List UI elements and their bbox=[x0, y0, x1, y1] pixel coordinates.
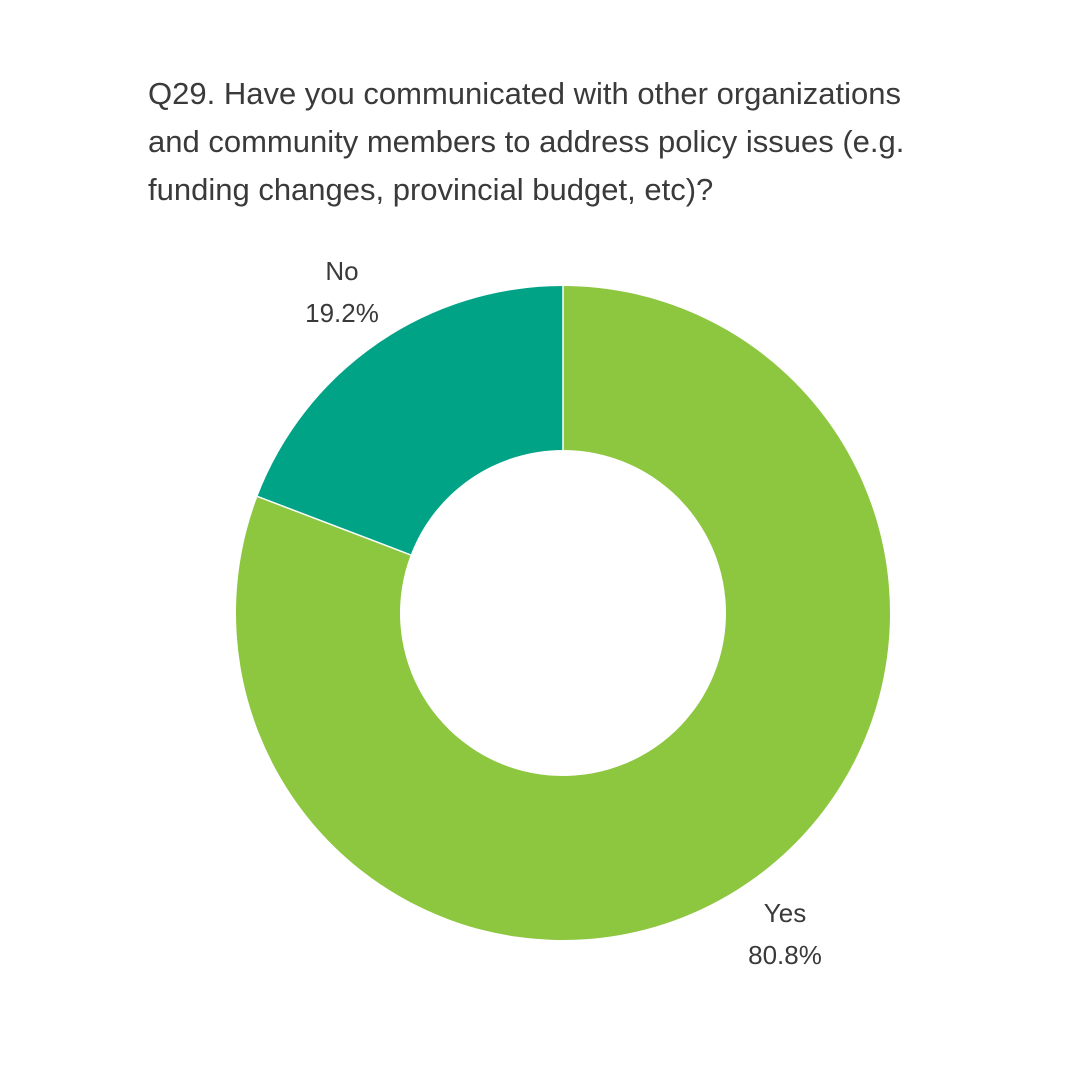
slice-yes bbox=[235, 286, 891, 940]
chart-title-line-2: and community members to address policy … bbox=[148, 124, 905, 159]
slice-label-yes: Yes bbox=[764, 898, 806, 928]
slice-value-no: 19.2% bbox=[305, 298, 379, 328]
chart-title: Q29. Have you communicated with other or… bbox=[148, 70, 1008, 214]
donut-labels: Yes 80.8% No 19.2% bbox=[305, 256, 822, 970]
chart-title-line-3: funding changes, provincial budget, etc)… bbox=[148, 172, 714, 207]
donut-slices bbox=[235, 286, 891, 940]
slice-value-yes: 80.8% bbox=[748, 940, 822, 970]
slice-label-no: No bbox=[325, 256, 358, 286]
chart-title-line-1: Q29. Have you communicated with other or… bbox=[148, 76, 902, 111]
slice-no bbox=[257, 286, 563, 555]
slice-separator bbox=[257, 495, 411, 556]
